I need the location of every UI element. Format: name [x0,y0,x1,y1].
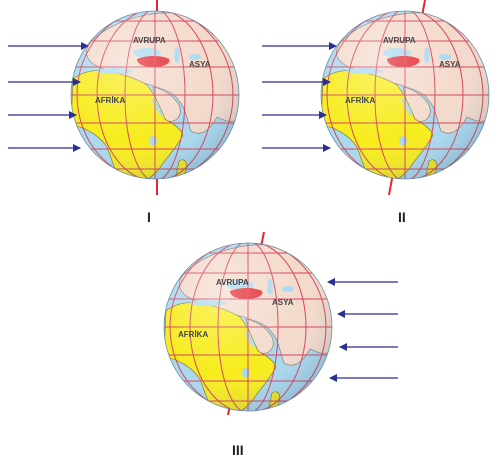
sun-rays-ii [262,42,337,152]
globe-label-i: I [147,209,151,225]
globe-i: AVRUPA ASYA AFRİKA [65,0,245,195]
sun-rays-iii [327,278,398,382]
label-asia-iii: ASYA [272,298,294,307]
label-asia-i: ASYA [189,60,211,69]
sun-rays-i [8,42,89,152]
label-africa-iii: AFRİKA [178,330,208,339]
globe-label-ii: II [398,209,406,225]
label-africa-i: AFRİKA [95,96,125,105]
globe-label-iii: III [232,442,244,458]
label-europe-i: AVRUPA [133,36,166,45]
label-europe-iii: AVRUPA [216,278,249,287]
globe-iii: AVRUPA ASYA AFRİKA [158,231,338,421]
label-europe-ii: AVRUPA [383,36,416,45]
label-asia-ii: ASYA [439,60,461,69]
globe-ii: AVRUPA ASYA AFRİKA [315,0,495,196]
label-africa-ii: AFRİKA [345,96,375,105]
